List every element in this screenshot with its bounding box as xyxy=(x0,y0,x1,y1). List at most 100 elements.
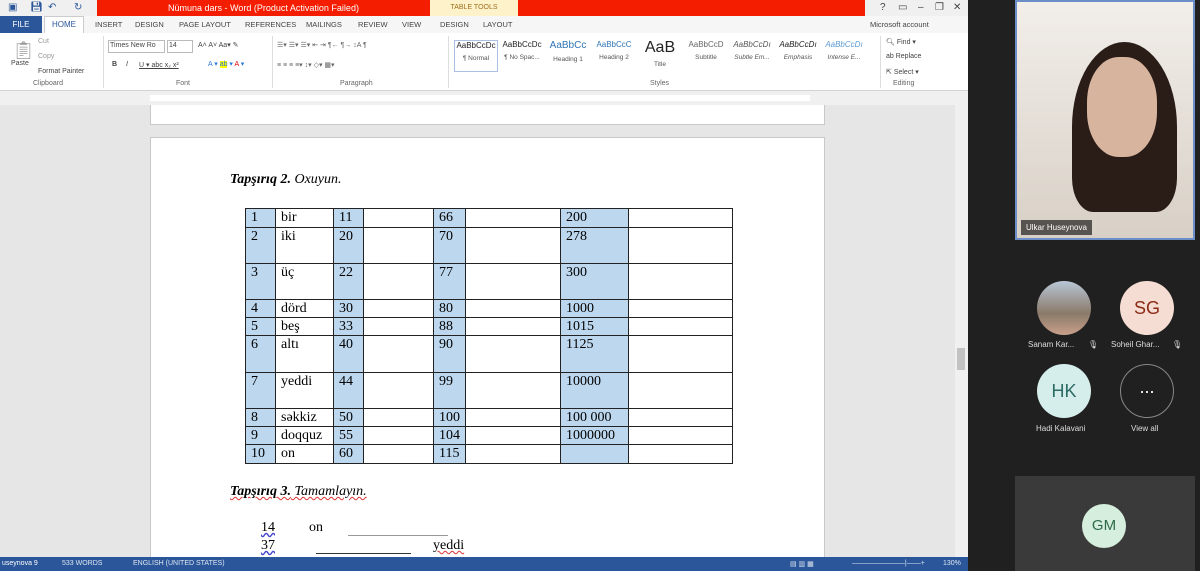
word-cell[interactable] xyxy=(628,317,733,336)
word-cell[interactable] xyxy=(628,227,733,264)
zoom-slider[interactable]: –———————|——+ xyxy=(852,560,925,567)
help-icon[interactable]: ? xyxy=(880,2,886,13)
tab-review[interactable]: REVIEW xyxy=(358,20,388,29)
number-cell[interactable]: 1 xyxy=(245,208,276,228)
numbers-table[interactable]: 1 bir 11 66 200 2 iki 20 70 278 3 üç 22 77 300 4 dörd 30 8… xyxy=(245,208,733,464)
tab-table-layout[interactable]: LAYOUT xyxy=(483,20,513,29)
number-cell[interactable]: 77 xyxy=(433,263,466,300)
style-title[interactable]: AaB Title xyxy=(638,40,682,72)
word-cell[interactable]: on xyxy=(275,444,334,464)
number-cell[interactable]: 6 xyxy=(245,335,276,373)
view-buttons[interactable]: ▤ ▥ ▦ xyxy=(790,561,814,568)
style-no-spacing[interactable]: AaBbCcDc ¶ No Spac... xyxy=(500,40,544,72)
tab-file[interactable]: FILE xyxy=(0,16,42,33)
speaker-video[interactable]: Ulkar Huseynova xyxy=(1015,0,1195,240)
word-cell[interactable] xyxy=(363,335,434,373)
word-cell[interactable]: beş xyxy=(275,317,334,336)
word-cell[interactable]: doqquz xyxy=(275,426,334,445)
close-icon[interactable]: ✕ xyxy=(953,2,962,13)
style-heading-2[interactable]: AaBbCcC Heading 2 xyxy=(592,40,636,72)
zoom-level[interactable]: 130% xyxy=(943,560,961,567)
participant-avatar[interactable]: SG xyxy=(1120,281,1174,335)
number-cell[interactable]: 4 xyxy=(245,299,276,318)
tab-table-design[interactable]: DESIGN xyxy=(440,20,469,29)
number-cell[interactable] xyxy=(560,444,629,464)
number-cell[interactable]: 104 xyxy=(433,426,466,445)
number-cell[interactable]: 1000 xyxy=(560,299,629,318)
number-cell[interactable]: 33 xyxy=(333,317,364,336)
style-normal[interactable]: AaBbCcDc ¶ Normal xyxy=(454,40,498,72)
cut-button[interactable]: Cut xyxy=(38,38,49,45)
number-cell[interactable]: 55 xyxy=(333,426,364,445)
vertical-scrollbar[interactable] xyxy=(955,105,968,557)
number-cell[interactable]: 10000 xyxy=(560,372,629,409)
number-cell[interactable]: 99 xyxy=(433,372,466,409)
replace-button[interactable]: ab Replace xyxy=(886,53,922,60)
number-cell[interactable]: 100 xyxy=(433,408,466,427)
word-cell[interactable] xyxy=(363,372,434,409)
answer-blank[interactable] xyxy=(316,553,411,554)
save-icon[interactable]: 💾︎ xyxy=(30,2,43,13)
font-size-buttons[interactable]: A˄ A˅ Aa▾ ✎ xyxy=(198,42,239,49)
word-cell[interactable] xyxy=(628,426,733,445)
account-menu[interactable]: Microsoft account xyxy=(870,20,929,29)
view-all-button[interactable]: ... xyxy=(1120,364,1174,418)
number-cell[interactable]: 80 xyxy=(433,299,466,318)
find-button[interactable]: 🔍︎ Find ▾ xyxy=(886,39,916,46)
word-cell[interactable] xyxy=(465,335,561,373)
word-cell[interactable] xyxy=(628,335,733,373)
number-cell[interactable]: 300 xyxy=(560,263,629,300)
tab-page-layout[interactable]: PAGE LAYOUT xyxy=(179,20,231,29)
alignment-buttons[interactable]: ≡ ≡ ≡ ≡▾ ↕▾ ◇▾ ▦▾ xyxy=(277,62,335,69)
number-cell[interactable]: 1015 xyxy=(560,317,629,336)
number-cell[interactable]: 1125 xyxy=(560,335,629,373)
number-cell[interactable]: 88 xyxy=(433,317,466,336)
scrollbar-thumb[interactable] xyxy=(957,348,965,370)
tab-mailings[interactable]: MAILINGS xyxy=(306,20,342,29)
number-cell[interactable]: 8 xyxy=(245,408,276,427)
number-cell[interactable]: 20 xyxy=(333,227,364,264)
number-cell[interactable]: 115 xyxy=(433,444,466,464)
style-heading-1[interactable]: AaBbCc Heading 1 xyxy=(546,40,590,72)
number-cell[interactable]: 66 xyxy=(433,208,466,228)
list-buttons[interactable]: ☰▾ ☰▾ ☰▾ ⇤ ⇥ ¶← ¶→ ↕A ¶ xyxy=(277,42,367,49)
word-cell[interactable] xyxy=(465,444,561,464)
word-cell[interactable] xyxy=(363,444,434,464)
number-cell[interactable]: 5 xyxy=(245,317,276,336)
bold-button[interactable]: B xyxy=(112,61,118,68)
word-cell[interactable] xyxy=(465,227,561,264)
tab-references[interactable]: REFERENCES xyxy=(245,20,297,29)
word-cell[interactable] xyxy=(628,208,733,228)
style-subtitle[interactable]: AaBbCcD Subtitle xyxy=(684,40,728,72)
word-cell[interactable]: yeddi xyxy=(275,372,334,409)
number-cell[interactable]: 22 xyxy=(333,263,364,300)
number-cell[interactable]: 30 xyxy=(333,299,364,318)
number-cell[interactable]: 278 xyxy=(560,227,629,264)
minimize-icon[interactable]: – xyxy=(918,2,924,13)
word-cell[interactable] xyxy=(628,408,733,427)
undo-icon[interactable]: ↶ xyxy=(48,2,57,13)
word-cell[interactable]: altı xyxy=(275,335,334,373)
number-cell[interactable]: 3 xyxy=(245,263,276,300)
ribbon-display-icon[interactable]: ▭ xyxy=(898,2,908,13)
word-count[interactable]: 533 WORDS xyxy=(62,560,103,567)
tab-design[interactable]: DESIGN xyxy=(135,20,164,29)
word-cell[interactable] xyxy=(363,426,434,445)
font-name-select[interactable]: Times New Ro xyxy=(108,40,165,53)
redo-icon[interactable]: ↻ xyxy=(74,2,83,13)
number-cell[interactable]: 90 xyxy=(433,335,466,373)
number-cell[interactable]: 50 xyxy=(333,408,364,427)
word-cell[interactable]: səkkiz xyxy=(275,408,334,427)
tab-insert[interactable]: INSERT xyxy=(95,20,123,29)
word-cell[interactable] xyxy=(628,444,733,464)
number-cell[interactable]: 70 xyxy=(433,227,466,264)
underline-button[interactable]: U ▾ abc x₂ x² xyxy=(139,62,179,69)
word-cell[interactable] xyxy=(363,317,434,336)
number-cell[interactable]: 7 xyxy=(245,372,276,409)
word-cell[interactable]: iki xyxy=(275,227,334,264)
word-cell[interactable] xyxy=(363,208,434,228)
word-cell[interactable]: üç xyxy=(275,263,334,300)
tab-home[interactable]: HOME xyxy=(44,16,84,33)
word-cell[interactable] xyxy=(628,372,733,409)
restore-icon[interactable]: ❐ xyxy=(935,2,944,13)
